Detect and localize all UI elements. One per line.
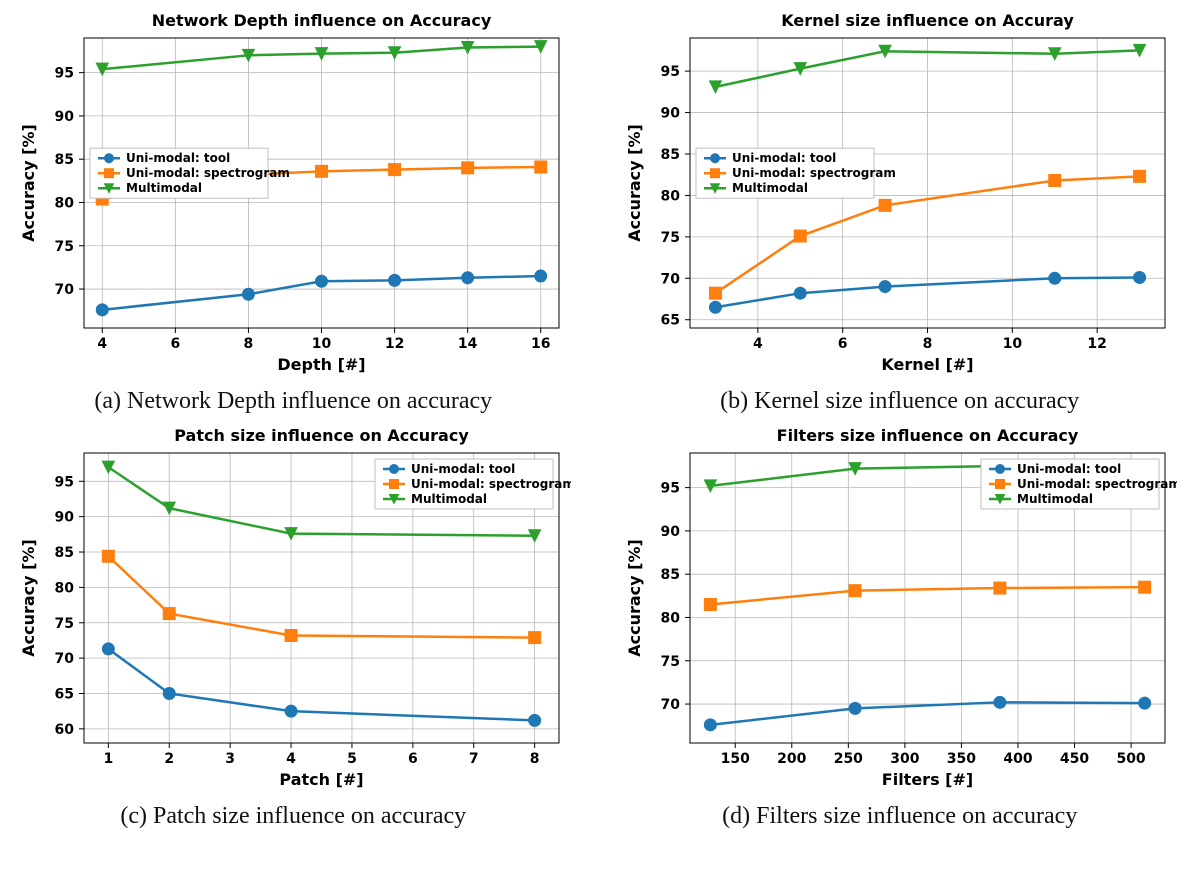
svg-text:80: 80 [661,188,681,204]
svg-text:75: 75 [661,654,680,670]
svg-text:5: 5 [347,751,357,767]
svg-text:90: 90 [661,106,681,122]
svg-text:90: 90 [54,510,74,526]
svg-text:6: 6 [170,336,180,352]
svg-text:2: 2 [164,751,174,767]
svg-text:75: 75 [54,616,73,632]
svg-text:95: 95 [54,474,73,490]
svg-text:4: 4 [97,336,107,352]
svg-text:Kernel size influence on Accur: Kernel size influence on Accuray [782,11,1075,30]
svg-text:75: 75 [661,230,680,246]
svg-text:60: 60 [54,722,74,738]
svg-text:8: 8 [530,751,540,767]
svg-text:Depth [#]: Depth [#] [277,355,365,374]
svg-text:70: 70 [661,697,681,713]
panel-d: 150 200 250 300 350 400 450 500 70 75 80 85 90 95 Filt… [617,425,1184,830]
svg-text:70: 70 [54,651,74,667]
svg-text:Uni-modal: spectrogram: Uni-modal: spectrogram [732,166,896,180]
chart-d: 150 200 250 300 350 400 450 500 70 75 80 85 90 95 Filt… [622,425,1177,795]
svg-text:Kernel [#]: Kernel [#] [882,355,974,374]
svg-text:8: 8 [923,336,933,352]
svg-text:95: 95 [54,66,73,82]
svg-text:3: 3 [225,751,235,767]
svg-text:250: 250 [834,751,863,767]
chart-a: 4 6 8 10 12 14 16 70 75 80 85 90 95 Depth [#] Accuracy… [16,10,571,380]
svg-text:95: 95 [661,64,680,80]
panel-b: 4 6 8 10 12 65 70 75 80 85 90 95 Kernel [#] Accuracy … [617,10,1184,415]
svg-text:Multimodal: Multimodal [732,181,808,195]
svg-text:85: 85 [54,152,73,168]
svg-text:7: 7 [469,751,479,767]
svg-text:Multimodal: Multimodal [126,181,202,195]
caption-b: (b) Kernel size influence on accuracy [720,388,1079,415]
svg-text:Filters size influence on Accu: Filters size influence on Accuracy [777,426,1079,445]
svg-text:Network Depth influence on Acc: Network Depth influence on Accuracy [151,11,491,30]
svg-text:85: 85 [54,545,73,561]
svg-text:Patch size influence on Accura: Patch size influence on Accuracy [174,426,469,445]
svg-text:450: 450 [1060,751,1089,767]
svg-text:Multimodal: Multimodal [411,492,487,506]
caption-d: (d) Filters size influence on accuracy [722,803,1077,830]
svg-text:Uni-modal: tool: Uni-modal: tool [126,151,230,165]
svg-text:8: 8 [243,336,253,352]
svg-text:350: 350 [947,751,976,767]
panel-c: 1 2 3 4 5 6 7 8 60 65 70 75 80 85 90 95 Patch [#] Accurac… [10,425,577,830]
svg-text:12: 12 [1088,336,1107,352]
svg-text:Uni-modal: tool: Uni-modal: tool [1017,462,1121,476]
svg-text:150: 150 [721,751,750,767]
svg-text:95: 95 [661,481,680,497]
svg-text:90: 90 [661,524,681,540]
svg-text:6: 6 [838,336,848,352]
svg-text:75: 75 [54,239,73,255]
chart-grid: 46810121416707580859095Depth [#]Accuracy… [10,10,1183,830]
svg-text:85: 85 [661,147,680,163]
svg-text:Multimodal: Multimodal [1017,492,1093,506]
svg-text:Uni-modal: tool: Uni-modal: tool [411,462,515,476]
svg-text:80: 80 [661,610,681,626]
svg-text:12: 12 [385,336,404,352]
svg-text:80: 80 [54,195,74,211]
svg-text:Accuracy [%]: Accuracy [%] [19,539,38,657]
svg-text:85: 85 [661,567,680,583]
svg-text:65: 65 [661,313,680,329]
svg-text:200: 200 [777,751,806,767]
svg-text:Uni-modal: spectrogram: Uni-modal: spectrogram [411,477,571,491]
svg-text:1: 1 [103,751,113,767]
chart-c: 1 2 3 4 5 6 7 8 60 65 70 75 80 85 90 95 Patch [#] Accurac… [16,425,571,795]
svg-text:70: 70 [54,282,74,298]
svg-text:Accuracy [%]: Accuracy [%] [625,124,644,242]
svg-text:300: 300 [891,751,920,767]
svg-text:4: 4 [286,751,296,767]
svg-text:4: 4 [753,336,763,352]
svg-text:14: 14 [458,336,478,352]
svg-text:6: 6 [408,751,418,767]
svg-text:10: 10 [1003,336,1023,352]
svg-text:Uni-modal: spectrogram: Uni-modal: spectrogram [126,166,290,180]
svg-text:Filters [#]: Filters [#] [882,770,973,789]
svg-text:Uni-modal: tool: Uni-modal: tool [732,151,836,165]
caption-a: (a) Network Depth influence on accuracy [94,388,492,415]
svg-text:400: 400 [1004,751,1033,767]
svg-text:80: 80 [54,580,74,596]
svg-text:70: 70 [661,271,681,287]
svg-text:Accuracy [%]: Accuracy [%] [625,539,644,657]
caption-c: (c) Patch size influence on accuracy [120,803,466,830]
chart-b: 4 6 8 10 12 65 70 75 80 85 90 95 Kernel [#] Accuracy … [622,10,1177,380]
svg-text:65: 65 [54,686,73,702]
svg-text:16: 16 [531,336,550,352]
svg-text:90: 90 [54,109,74,125]
svg-text:Accuracy [%]: Accuracy [%] [19,124,38,242]
svg-text:500: 500 [1117,751,1146,767]
panel-a: 4 6 8 10 12 14 16 70 75 80 85 90 95 Depth [#] Accuracy… [10,10,577,415]
svg-text:Patch [#]: Patch [#] [279,770,363,789]
svg-text:10: 10 [312,336,332,352]
svg-text:Uni-modal: spectrogram: Uni-modal: spectrogram [1017,477,1177,491]
